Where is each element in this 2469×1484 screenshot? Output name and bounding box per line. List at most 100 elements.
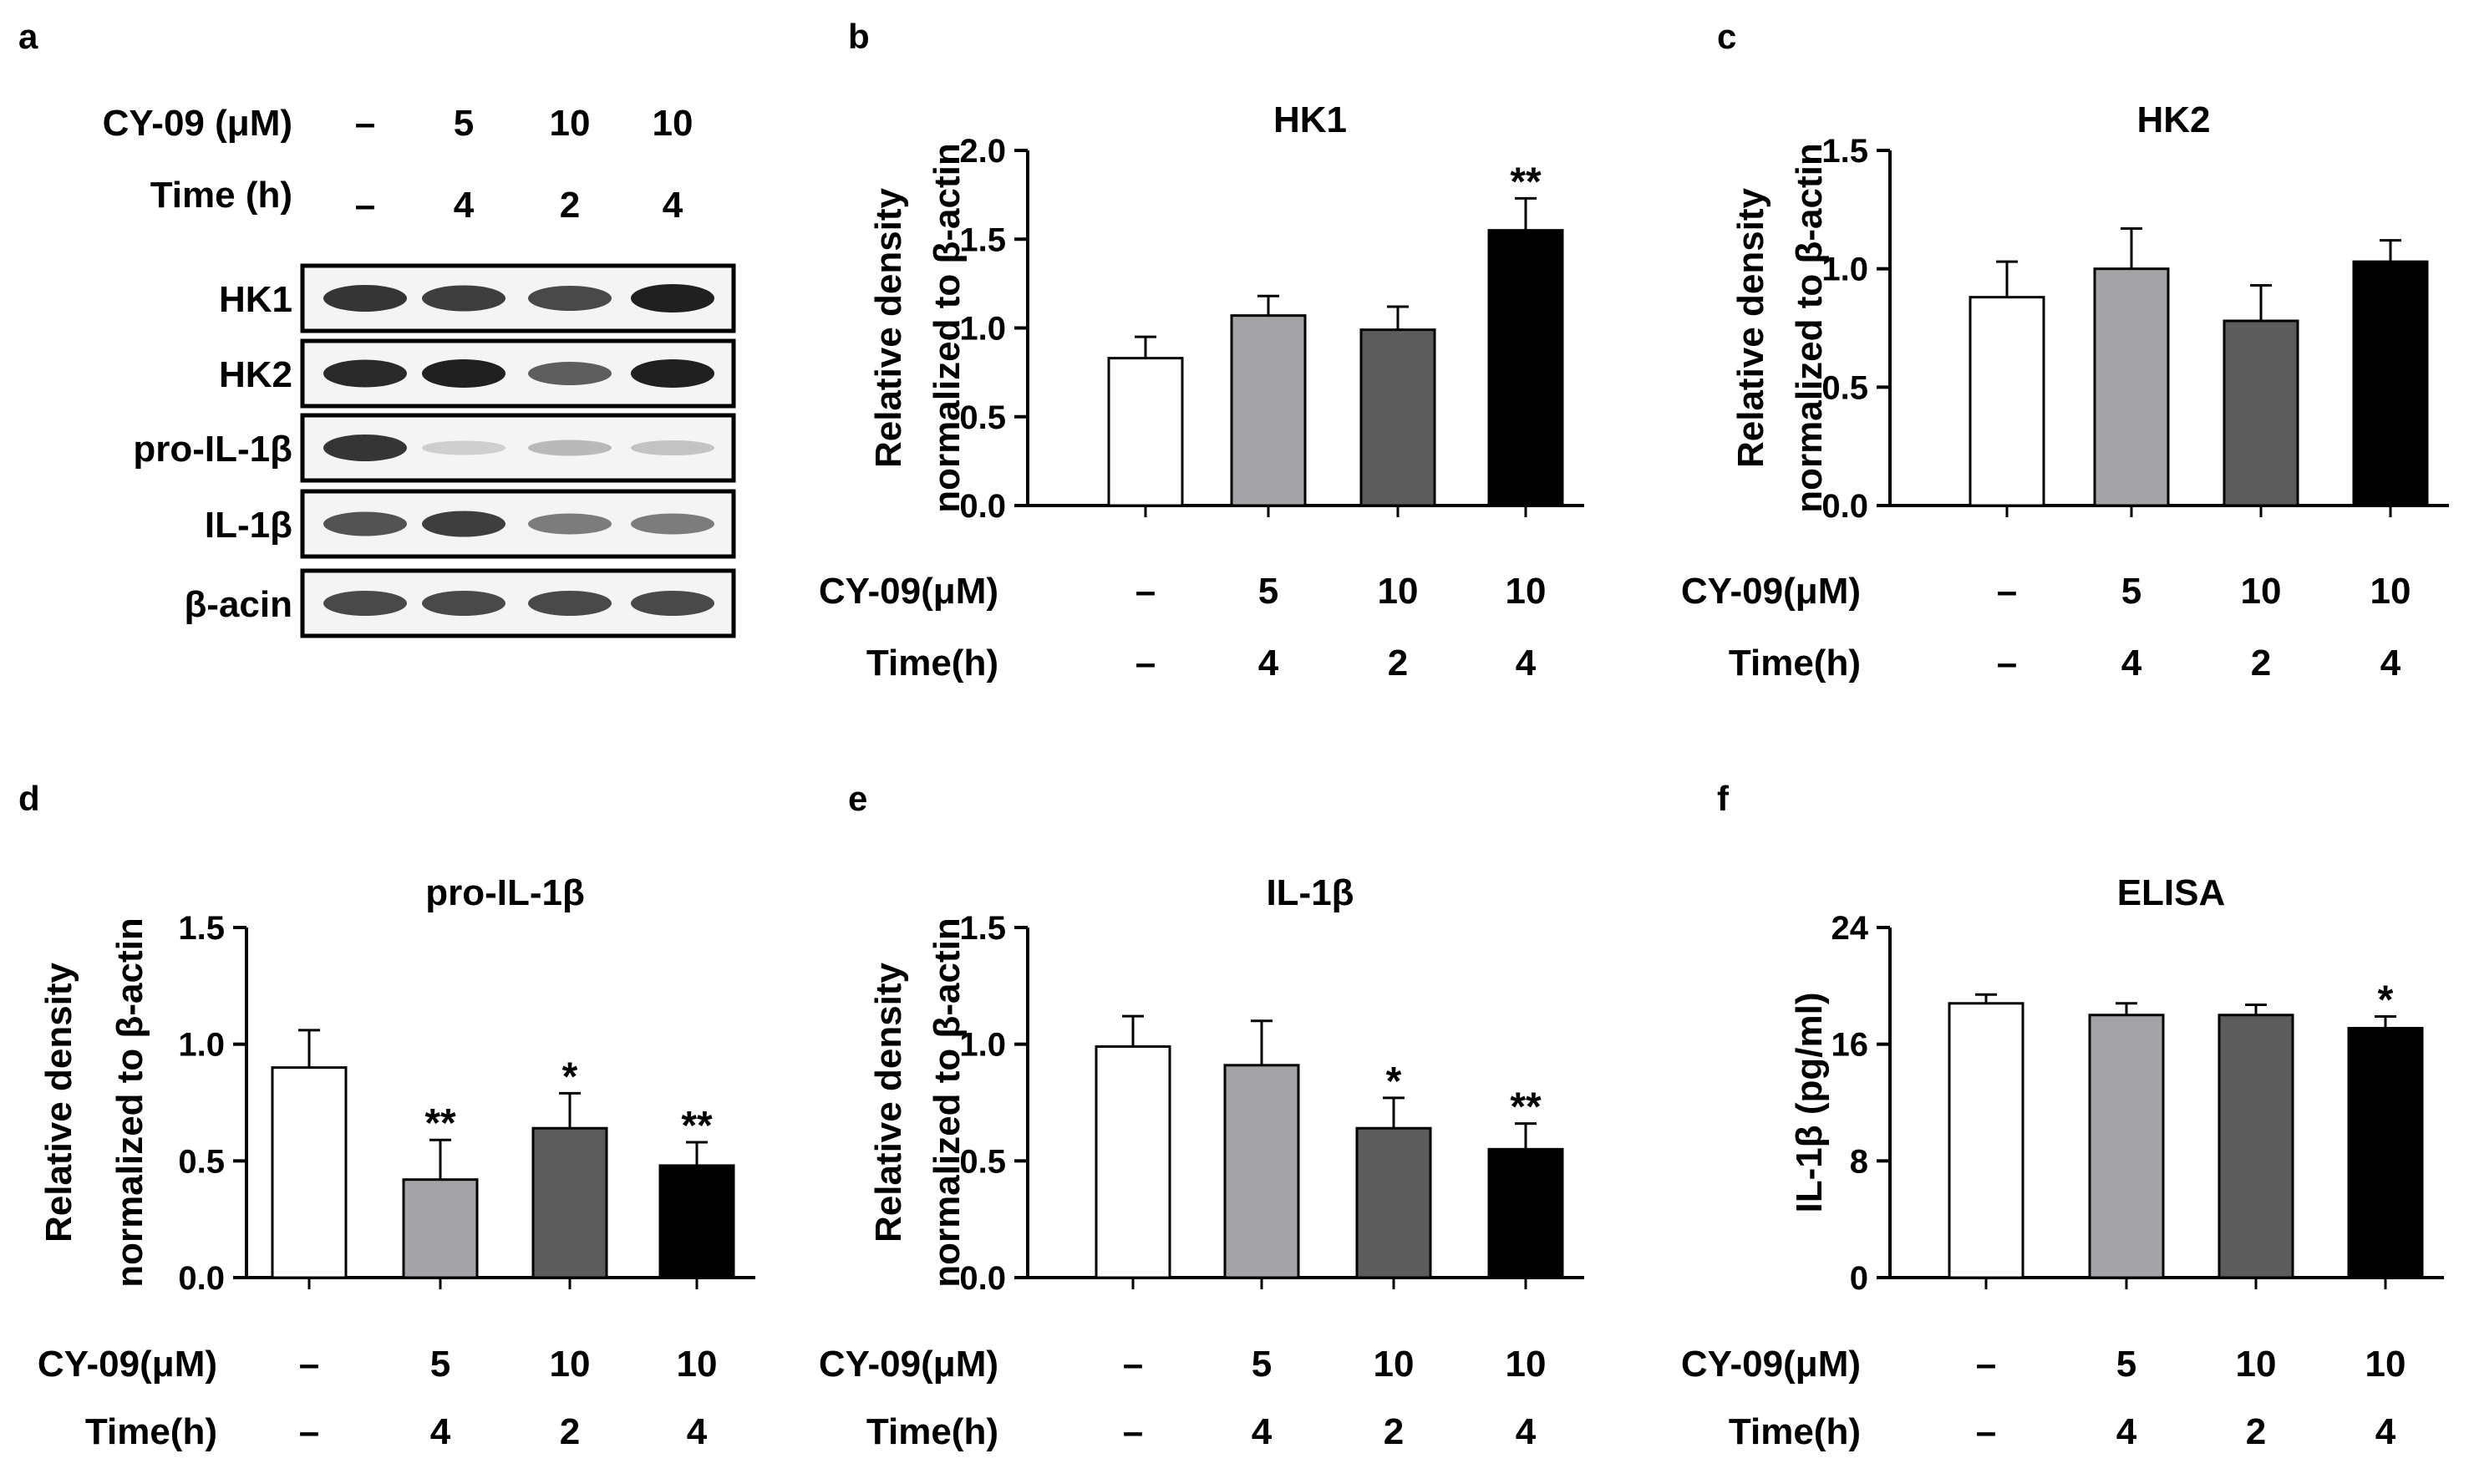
blot-band-4-0 (323, 591, 407, 616)
blot-band-2-1 (422, 440, 505, 455)
y-tick-label: 2.0 (959, 133, 1006, 170)
condition-value: 10 (2241, 571, 2282, 612)
y-tick-label: 0.0 (178, 1260, 225, 1297)
blot-band-0-0 (323, 285, 407, 312)
significance-marker: * (1386, 1060, 1402, 1104)
bar (1355, 1126, 1432, 1279)
significance-marker: * (562, 1055, 578, 1099)
condition-value: – (1135, 571, 1156, 612)
blot-label-0: HK1 (219, 279, 292, 320)
y-tick-label: 1.5 (1821, 133, 1868, 170)
blot-band-0-3 (631, 284, 714, 313)
chart-title: ELISA (2117, 872, 2226, 913)
bar (2223, 319, 2299, 507)
blot-header-time-2: 4 (454, 185, 475, 226)
condition-value: 2 (1388, 643, 1408, 684)
bar (658, 1164, 735, 1279)
condition-label: CY-09(μM) (819, 1344, 998, 1385)
condition-value: – (1997, 643, 2017, 684)
bar (1969, 296, 2045, 507)
condition-label: CY-09(μM) (1681, 1344, 1861, 1385)
y-axis-label-2: normalized to β-actin (109, 917, 150, 1287)
blot-header-label-time: Time (h) (150, 175, 292, 216)
condition-value: – (1976, 1344, 1996, 1385)
condition-value: 10 (1378, 571, 1419, 612)
condition-value: 4 (2380, 643, 2401, 684)
blot-band-2-3 (631, 440, 714, 455)
bar (1095, 1044, 1171, 1279)
bar (1230, 314, 1307, 507)
chart-title: pro-IL-1β (425, 872, 585, 913)
y-tick-label: 0.5 (959, 1143, 1006, 1180)
blot-band-4-2 (528, 591, 612, 616)
blot-label-1: HK2 (219, 354, 292, 395)
blot-header-time-1: – (355, 185, 375, 226)
y-tick-label: 1.5 (959, 221, 1006, 258)
blot-band-1-3 (631, 359, 714, 388)
condition-value: 10 (2236, 1344, 2277, 1385)
condition-value: 5 (2121, 571, 2141, 612)
blot-label-3: IL-1β (205, 505, 292, 546)
condition-value: 10 (1506, 1344, 1547, 1385)
condition-value: 4 (1516, 1411, 1537, 1452)
blot-band-1-2 (528, 362, 612, 385)
condition-value: – (1976, 1411, 1996, 1452)
y-tick-label: 1.0 (178, 1027, 225, 1064)
bar (1107, 357, 1184, 507)
condition-value: 5 (2116, 1344, 2136, 1385)
y-axis-label-2: normalized to β-actin (1789, 143, 1830, 512)
condition-label: CY-09(μM) (38, 1344, 217, 1385)
condition-value: – (299, 1411, 319, 1452)
condition-value: 2 (1384, 1411, 1404, 1452)
panel-letter-f: f (1717, 779, 1730, 818)
western-blot: CY-09 (μM) Time (h) – 5 10 10 – 4 2 4 HK… (103, 103, 736, 638)
chart-c: HK2 Relative density normalized to β-actin… (1681, 99, 2449, 684)
bar (2218, 1014, 2294, 1279)
condition-value: 4 (2121, 643, 2142, 684)
condition-value: 10 (677, 1344, 718, 1385)
panel-letter-b: b (848, 17, 870, 56)
chart-title: HK1 (1273, 99, 1347, 140)
y-axis-label: Relative density (868, 187, 909, 468)
y-tick-label: 0.5 (959, 399, 1006, 436)
y-axis-label: Relative density (38, 962, 79, 1243)
condition-value: 4 (1516, 643, 1537, 684)
y-axis-label: Relative density (868, 962, 909, 1243)
condition-label: Time(h) (1729, 643, 1861, 684)
bar (1487, 229, 1564, 507)
condition-value: – (1997, 571, 2017, 612)
y-tick-label: 8 (1850, 1143, 1868, 1180)
y-tick-label: 0.0 (959, 488, 1006, 525)
bar (271, 1066, 348, 1279)
blot-band-3-0 (323, 511, 407, 536)
blot-header-time-4: 4 (663, 185, 683, 226)
chart-e: IL-1β Relative density normalized to β-act… (819, 872, 1584, 1452)
blot-band-0-2 (528, 286, 612, 311)
blot-header-label-cy09: CY-09 (μM) (103, 103, 292, 144)
condition-value: 2 (560, 1411, 580, 1452)
y-tick-label: 0.0 (959, 1260, 1006, 1297)
y-tick-label: 0.5 (178, 1143, 225, 1180)
condition-value: 2 (2251, 643, 2271, 684)
condition-label: Time(h) (1729, 1411, 1861, 1452)
condition-value: 4 (2116, 1411, 2137, 1452)
y-tick-label: 1.0 (959, 1027, 1006, 1064)
condition-value: 2 (2246, 1411, 2266, 1452)
bar (1948, 1002, 2024, 1279)
bar (2093, 267, 2170, 507)
blot-band-4-3 (631, 591, 714, 616)
condition-value: 5 (1258, 571, 1278, 612)
condition-value: 4 (1252, 1411, 1273, 1452)
significance-marker: ** (424, 1101, 456, 1146)
condition-label: CY-09(μM) (819, 571, 998, 612)
condition-value: 5 (1252, 1344, 1272, 1385)
condition-value: 4 (430, 1411, 451, 1452)
condition-value: 10 (1374, 1344, 1415, 1385)
blot-band-2-2 (528, 440, 612, 456)
y-tick-label: 1.5 (178, 910, 225, 947)
blot-band-3-2 (528, 513, 612, 535)
condition-value: 10 (1506, 571, 1547, 612)
panel-letter-c: c (1717, 17, 1736, 56)
chart-d: pro-IL-1β Relative density normalized to β… (38, 872, 755, 1452)
condition-label: Time(h) (866, 1411, 998, 1452)
